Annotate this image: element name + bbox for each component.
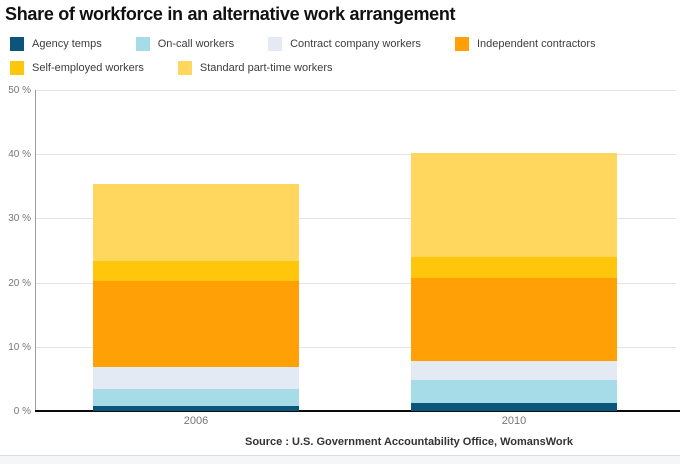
gridline xyxy=(35,218,676,220)
legend-swatch-icon xyxy=(177,61,192,75)
bar-segment-self-employed-workers-2010 xyxy=(411,256,617,279)
legend-swatch-icon xyxy=(268,37,283,51)
legend-item-self-employed-workers: Self-employed workers xyxy=(10,61,144,75)
legend-label: Standard part-time workers xyxy=(199,62,333,74)
gridline xyxy=(35,282,676,284)
bar-segment-agency-temps-2010 xyxy=(411,402,617,411)
bar-segment-standard-part-time-workers-2010 xyxy=(411,152,617,257)
x-axis-label-2006: 2006 xyxy=(183,415,209,427)
y-axis-tick-label: 0 % xyxy=(13,406,31,417)
legend-swatch-icon xyxy=(10,61,24,75)
y-axis-tick-label: 20 % xyxy=(8,277,31,289)
y-axis-tick-label: 40 % xyxy=(8,149,31,161)
bar-segment-agency-temps-2006 xyxy=(93,405,299,411)
legend-label: On-call workers xyxy=(157,38,235,50)
bar-segment-independent-contractors-2010 xyxy=(411,278,617,361)
legend-swatch-icon xyxy=(10,37,24,51)
legend: Agency temps On-call workers Contract comp… xyxy=(10,37,674,85)
legend-item-independent-contractors: Independent contractors xyxy=(454,37,596,51)
footer-strip xyxy=(0,455,680,464)
legend-swatch-icon xyxy=(135,37,150,51)
y-axis-line xyxy=(35,90,36,411)
x-axis-line xyxy=(35,410,680,412)
gridline xyxy=(35,90,676,91)
bar-segment-contract-company-workers-2006 xyxy=(93,367,299,390)
gridline xyxy=(35,154,676,156)
legend-item-agency-temps: Agency temps xyxy=(10,37,102,51)
bar-segment-on-call-workers-2006 xyxy=(93,389,299,406)
gridline xyxy=(35,346,676,348)
bar-segment-independent-contractors-2006 xyxy=(93,280,299,368)
legend-item-standard-part-time-workers: Standard part-time workers xyxy=(177,61,333,75)
legend-label: Contract company workers xyxy=(290,38,421,50)
source-attribution: Source : U.S. Government Accountability … xyxy=(244,436,574,448)
legend-item-on-call-workers: On-call workers xyxy=(135,37,235,51)
bar-segment-self-employed-workers-2006 xyxy=(93,261,299,281)
bar-segment-contract-company-workers-2010 xyxy=(411,360,617,381)
legend-label: Agency temps xyxy=(32,38,102,50)
legend-item-contract-company-workers: Contract company workers xyxy=(268,37,421,51)
x-axis-label-2010: 2010 xyxy=(501,415,527,427)
bar-segment-on-call-workers-2010 xyxy=(411,380,617,403)
legend-label: Independent contractors xyxy=(476,38,596,50)
y-axis-tick-label: 10 % xyxy=(8,341,31,353)
legend-swatch-icon xyxy=(454,37,469,51)
chart-title: Share of workforce in an alternative wor… xyxy=(5,4,456,24)
y-axis-tick-label: 50 % xyxy=(8,85,31,96)
bar-segment-standard-part-time-workers-2006 xyxy=(93,184,299,262)
legend-label: Self-employed workers xyxy=(32,62,144,74)
y-axis-tick-label: 30 % xyxy=(8,213,31,225)
